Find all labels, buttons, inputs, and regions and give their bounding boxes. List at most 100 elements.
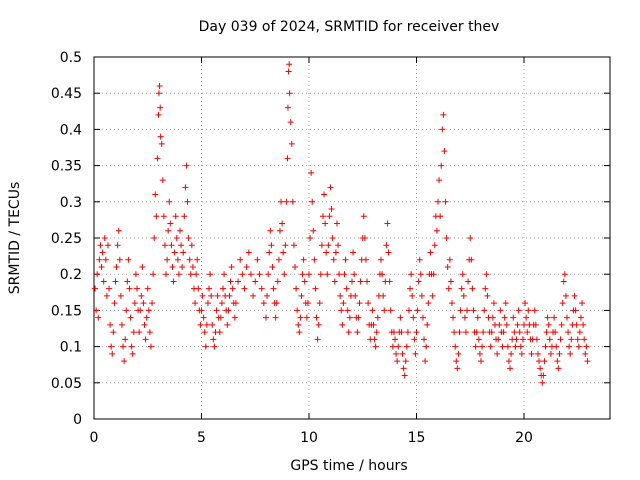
- data-point: [220, 285, 226, 292]
- data-point: [131, 300, 138, 307]
- data-point: [402, 358, 409, 365]
- data-point: [132, 271, 139, 278]
- data-point: [137, 307, 144, 314]
- data-point: [303, 314, 310, 321]
- data-point: [350, 249, 357, 256]
- data-point: [481, 307, 488, 314]
- data-point: [211, 343, 218, 350]
- data-point: [136, 329, 143, 336]
- data-point: [281, 271, 288, 278]
- data-point: [252, 278, 259, 285]
- data-point: [330, 256, 337, 263]
- data-point: [163, 271, 170, 278]
- data-point: [562, 292, 569, 299]
- data-point: [433, 227, 440, 234]
- data-point: [438, 162, 445, 169]
- data-point: [446, 256, 453, 263]
- data-point: [227, 278, 234, 285]
- data-point: [517, 343, 524, 350]
- data-point: [424, 321, 431, 328]
- data-point: [328, 206, 335, 213]
- data-point: [472, 343, 479, 350]
- data-point: [275, 256, 282, 263]
- data-point: [379, 271, 386, 278]
- data-point: [140, 300, 147, 307]
- data-point: [416, 256, 423, 263]
- data-point: [495, 336, 502, 343]
- data-point: [524, 329, 531, 336]
- data-point: [310, 227, 317, 234]
- data-point: [180, 249, 187, 256]
- data-point: [523, 314, 530, 321]
- data-point: [315, 321, 322, 328]
- data-point: [333, 220, 340, 227]
- x-tick-label: 5: [197, 430, 206, 446]
- data-point: [374, 314, 381, 321]
- data-point: [354, 329, 361, 336]
- data-point: [545, 321, 552, 328]
- data-point: [454, 365, 461, 372]
- data-point: [226, 292, 233, 299]
- data-point: [284, 104, 291, 111]
- data-point: [410, 314, 417, 321]
- data-point: [288, 140, 295, 147]
- data-point: [120, 343, 127, 350]
- data-point: [453, 358, 460, 365]
- data-point: [326, 213, 333, 220]
- data-point: [99, 249, 106, 256]
- data-point: [394, 358, 401, 365]
- data-point: [532, 321, 539, 328]
- data-point: [387, 307, 394, 314]
- data-point: [356, 300, 363, 307]
- data-point: [474, 314, 481, 321]
- data-point: [571, 292, 578, 299]
- data-point: [536, 358, 543, 365]
- data-point: [459, 271, 466, 278]
- y-tick-label: 0.1: [60, 340, 82, 356]
- data-point: [372, 343, 379, 350]
- data-point: [458, 285, 465, 292]
- data-point: [440, 111, 447, 118]
- data-point: [407, 285, 414, 292]
- data-point: [301, 278, 308, 285]
- data-point: [265, 271, 272, 278]
- data-point: [295, 321, 302, 328]
- data-point: [357, 278, 364, 285]
- data-point: [263, 314, 269, 321]
- data-point: [568, 336, 575, 343]
- data-point: [198, 307, 205, 314]
- data-point: [285, 68, 292, 75]
- data-point: [464, 307, 471, 314]
- data-point: [207, 271, 214, 278]
- data-point: [229, 285, 236, 292]
- data-point: [565, 329, 572, 336]
- data-point: [361, 235, 368, 241]
- y-tick-label: 0.05: [51, 376, 82, 392]
- data-point: [155, 90, 162, 97]
- data-point: [528, 350, 535, 357]
- data-point: [146, 329, 153, 336]
- data-point: [516, 329, 523, 336]
- data-point: [541, 358, 548, 365]
- data-point: [156, 82, 163, 89]
- data-point: [112, 278, 119, 285]
- data-point: [351, 271, 358, 278]
- data-point: [511, 329, 518, 336]
- data-point: [331, 278, 338, 285]
- data-point: [319, 213, 326, 220]
- y-tick-label: 0.25: [51, 231, 82, 247]
- data-point: [566, 343, 573, 350]
- data-point: [519, 336, 526, 343]
- data-point: [544, 314, 551, 321]
- data-point: [97, 242, 104, 249]
- data-point: [106, 285, 113, 292]
- data-point: [537, 365, 544, 372]
- data-point: [189, 263, 196, 270]
- data-point: [561, 271, 568, 278]
- data-point: [483, 271, 490, 278]
- data-point: [286, 61, 293, 68]
- data-point: [461, 314, 468, 321]
- data-point: [243, 263, 250, 270]
- data-point: [139, 263, 146, 270]
- data-point: [124, 278, 131, 285]
